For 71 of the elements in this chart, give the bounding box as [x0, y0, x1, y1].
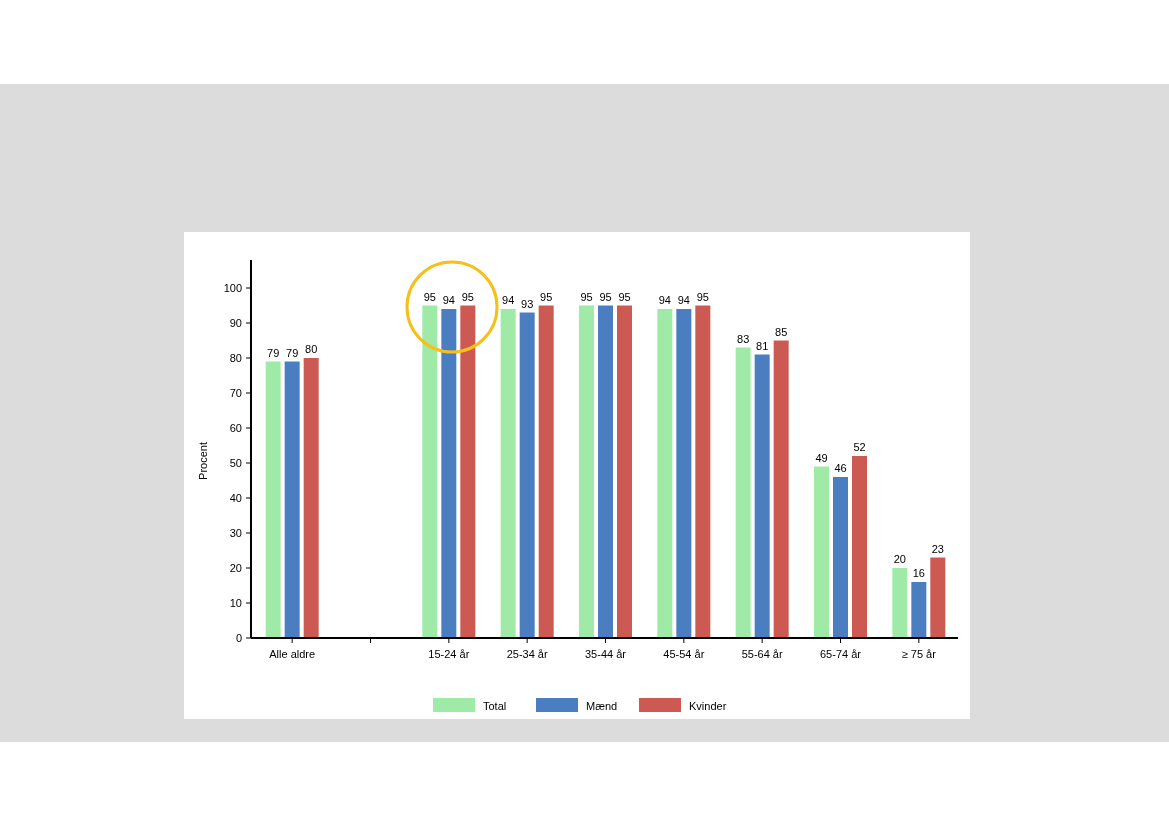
bar: [676, 309, 692, 638]
y-tick-label: 0: [235, 632, 242, 644]
bar: [303, 358, 319, 638]
bar: [284, 361, 300, 638]
y-axis-title: Procent: [197, 442, 209, 480]
data-label: 46: [834, 462, 847, 474]
y-tick-label: 20: [229, 562, 242, 574]
data-label: 94: [658, 294, 671, 306]
bar: [617, 305, 632, 638]
y-tick-label: 10: [229, 597, 242, 609]
x-tick-label: Alle aldre: [269, 648, 316, 660]
bar: [422, 305, 438, 638]
y-tick-label: 40: [229, 492, 242, 504]
bar: [695, 305, 711, 638]
bar: [911, 582, 927, 638]
bar: [892, 568, 908, 638]
bar: [814, 466, 829, 638]
data-label: 94: [442, 294, 455, 306]
bar: [598, 305, 613, 638]
data-label: 94: [677, 294, 690, 306]
bar: [441, 309, 457, 638]
bar: [265, 361, 281, 638]
bar: [773, 340, 789, 638]
data-label: 95: [599, 290, 612, 303]
data-label: 95: [423, 290, 436, 303]
y-tick-label: 50: [229, 457, 242, 469]
x-tick-label: 25-34 år: [506, 648, 548, 660]
bar: [852, 456, 867, 638]
x-tick-label: ≥ 75 år: [901, 648, 937, 660]
bar: [657, 309, 673, 638]
x-tick-label: 55-64 år: [741, 648, 783, 660]
data-label: 95: [540, 290, 553, 303]
data-label: 95: [580, 290, 593, 303]
bar: [735, 347, 751, 638]
data-label: 79: [267, 346, 280, 359]
data-label: 81: [756, 339, 769, 352]
legend-label: Kvinder: [689, 700, 727, 712]
data-label: 49: [815, 451, 828, 464]
legend-label: Mænd: [586, 700, 618, 712]
bar: [833, 477, 848, 638]
bar: [519, 312, 535, 638]
x-tick-label: 65-74 år: [820, 648, 862, 660]
y-tick-label: 70: [229, 387, 242, 399]
data-label: 95: [461, 290, 474, 303]
y-tick-label: 90: [229, 317, 242, 329]
x-tick-label: 45-54 år: [663, 648, 705, 660]
data-label: 23: [931, 542, 944, 555]
data-label: 80: [305, 343, 318, 355]
y-tick-label: 30: [229, 527, 242, 539]
bar: [754, 354, 770, 638]
data-label: 79: [286, 346, 299, 359]
x-tick-label: 35-44 år: [585, 648, 627, 660]
y-tick-label: 100: [223, 282, 242, 294]
bar: [538, 305, 554, 638]
bar: [460, 305, 476, 638]
data-label: 52: [853, 441, 866, 453]
data-label: 16: [912, 567, 925, 579]
bar: [930, 557, 946, 638]
y-tick-label: 80: [229, 352, 242, 364]
data-label: 95: [618, 290, 631, 303]
data-label: 95: [696, 290, 709, 303]
data-label: 85: [775, 325, 788, 338]
x-tick-label: 15-24 år: [428, 648, 470, 660]
bar: [579, 305, 594, 638]
data-label: 93: [521, 297, 534, 310]
data-label: 83: [737, 332, 750, 345]
bar: [500, 309, 516, 638]
y-tick-label: 60: [229, 422, 242, 434]
legend-label: Total: [483, 700, 507, 712]
data-label: 20: [893, 553, 906, 565]
data-label: 94: [502, 294, 515, 306]
